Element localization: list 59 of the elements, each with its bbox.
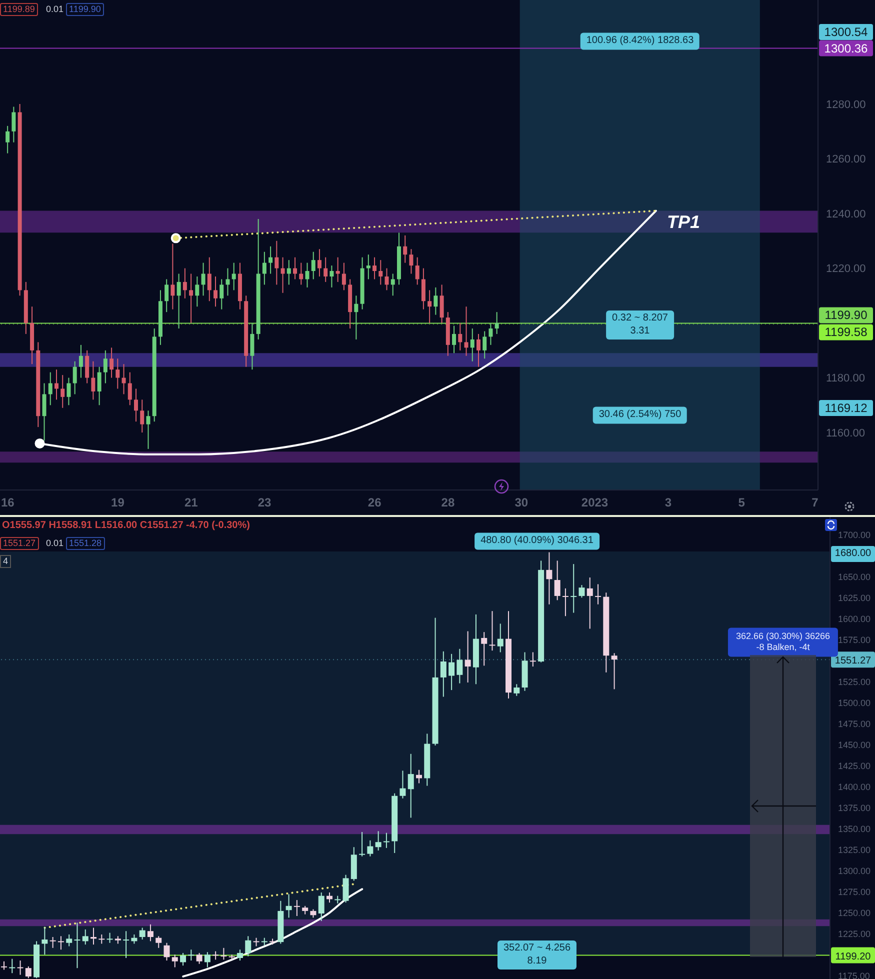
x-tick-label: 30 [514,496,528,510]
band-label: TP1 [666,212,700,232]
y-tick-label: 1575.00 [838,634,871,645]
y-tick-label: 1375.00 [838,802,871,813]
annotation: 1199.90 [66,3,104,16]
annotation: 0.01 [45,4,65,16]
x-tick-label: 28 [441,496,455,510]
x-tick-label: 2023 [581,496,608,510]
x-tick-label: 23 [258,496,272,510]
y-tick-label: 1425.00 [838,760,871,771]
annotation: 1199.89 [0,3,38,16]
text: 1680.00 [831,546,875,562]
y-tick-label: 1240.00 [826,208,866,220]
y-tick-label: 1625.00 [838,592,871,603]
y-tick-label: 1475.00 [838,718,871,729]
x-tick-label: 21 [184,496,198,510]
annotation: 1551.27 [0,537,39,550]
y-tick-label: 1260.00 [826,154,866,166]
x-tick-label: 3 [664,496,672,510]
x-tick-label: 26 [368,496,382,510]
y-tick-label: 1650.00 [838,572,871,582]
y-tick-label: 1175.00 [838,970,870,979]
y-tick-label: 1275.00 [838,886,871,897]
ref-line-label: 1199.58 [824,325,868,340]
y-tick-label: 1280.00 [826,98,866,111]
y-tick-label: 1600.00 [838,614,871,624]
ref-line-label: 1300.36 [824,41,868,56]
annotation: O1555.97 H1558.91 L1516.00 C1551.27 -4.70 (-0.30%) [2,520,250,532]
ref-line-label: 1551.27 [834,656,872,667]
y-tick-label: 1220.00 [826,263,866,276]
annotation: 0.32 ~ 8.207 3.31 [606,310,674,340]
annotation: 352.07 ~ 4.256 8.19 [497,940,577,970]
y-tick-label: 1225.00 [838,928,871,939]
y-tick-label: 1400.00 [838,782,871,792]
x-tick-label: 16 [0,496,15,510]
x-tick-label: 5 [738,496,746,510]
y-tick-label: 1450.00 [838,740,871,750]
y-tick-label: 1325.00 [838,844,871,855]
x-tick-label: 7 [812,496,819,510]
text: 1169.12 [819,400,873,416]
y-tick-label: 1250.00 [838,908,871,918]
y-tick-label: 1525.00 [838,676,871,687]
annotation: 362.66 (30.30%) 36266 -8 Balken, -4t [728,628,838,656]
y-tick-label: 1180.00 [826,372,865,385]
y-tick-label: 1300.00 [838,866,871,876]
y-tick-label: 1350.00 [838,824,871,834]
annotation: 100.96 (8.42%) 1828.63 [580,32,700,50]
text: 1300.54 [819,24,873,40]
y-tick-label: 1160.00 [826,427,865,440]
ref-line-label: 1199.90 [824,308,868,322]
annotation: 4 [0,555,12,568]
annotation: 0.01 [45,538,65,550]
annotation: 1551.28 [66,537,105,550]
annotation: 30.46 (2.54%) 750 [592,406,688,424]
ref-line-label: 1199.20 [835,951,872,962]
x-tick-label: 19 [111,496,125,510]
y-tick-label: 1700.00 [838,530,871,540]
y-tick-label: 1500.00 [838,698,871,708]
annotation: 480.80 (40.09%) 3046.31 [474,532,600,550]
